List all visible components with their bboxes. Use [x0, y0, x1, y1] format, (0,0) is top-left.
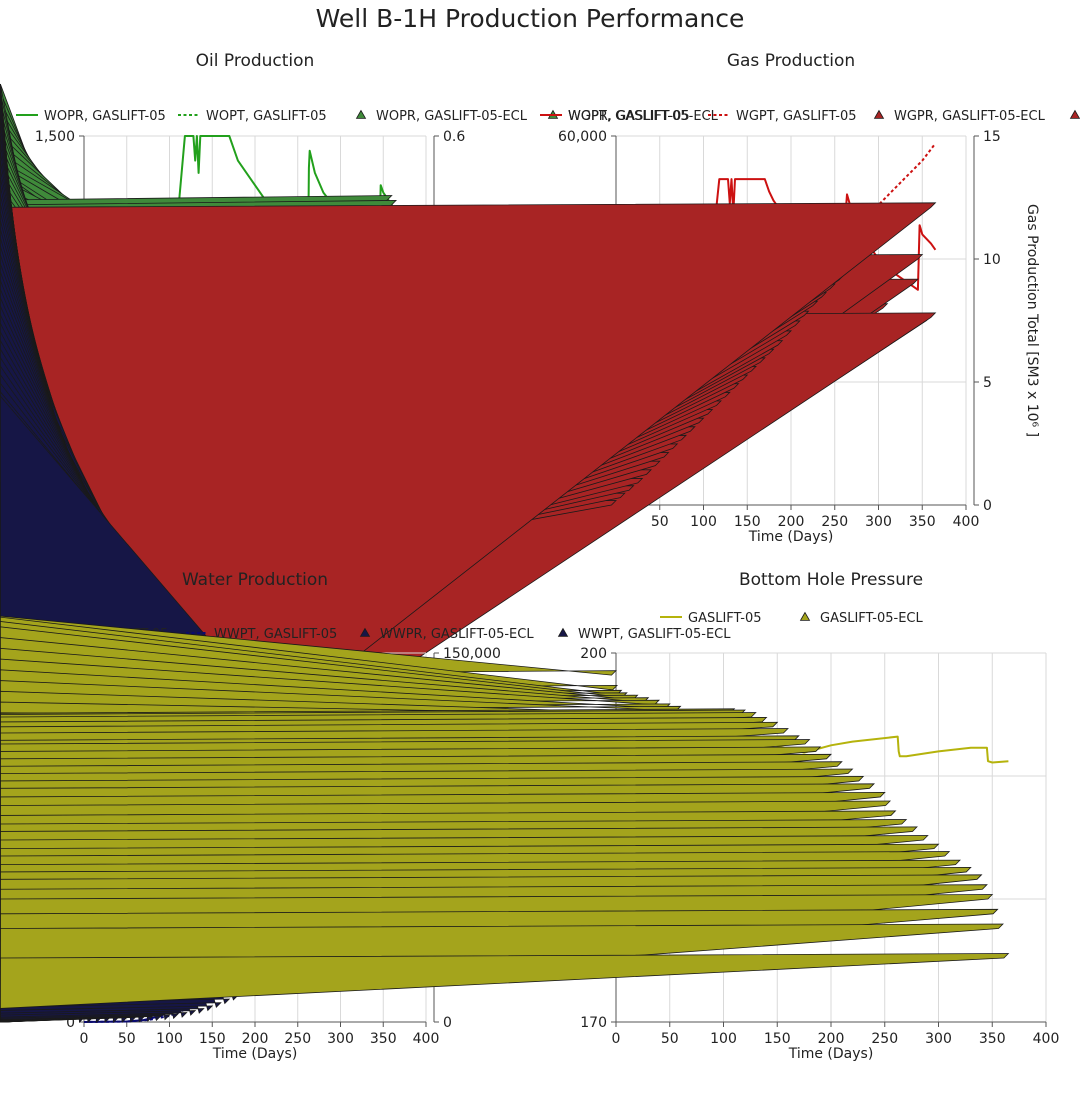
- figure-title: Well B-1H Production Performance: [316, 4, 745, 33]
- legend-entry: WGPT, GASLIFT-05: [708, 109, 857, 124]
- legend-label: GASLIFT-05: [688, 611, 762, 626]
- legend-label: WGPR, GASLIFT-05: [568, 109, 690, 124]
- legend-entry: GASLIFT-05: [660, 611, 762, 626]
- x-tick-label: 50: [118, 1031, 136, 1047]
- data-point: [0, 953, 1010, 1009]
- legend-marker: [557, 627, 569, 637]
- x-tick-label: 350: [370, 1031, 397, 1047]
- legend-marker: [355, 109, 367, 119]
- legend-label: WWPT, GASLIFT-05-ECL: [578, 627, 731, 642]
- y-tick-label: 200: [580, 646, 607, 662]
- y2-tick-label: 0.6: [443, 129, 465, 145]
- x-tick-label: 100: [690, 514, 717, 530]
- y2-tick-label: 5: [983, 375, 992, 391]
- x-tick-label: 200: [818, 1031, 845, 1047]
- x-tick-label: 50: [651, 514, 669, 530]
- x-tick-label: 400: [1033, 1031, 1060, 1047]
- x-tick-label: 100: [710, 1031, 737, 1047]
- legend-label: WOPT, GASLIFT-05-ECL: [568, 109, 719, 124]
- x-tick-label: 200: [778, 514, 805, 530]
- y2-tick-label: 0: [443, 1015, 452, 1031]
- legend-marker: [873, 109, 885, 119]
- legend-label: WOPR, GASLIFT-05-ECL: [376, 109, 528, 124]
- x-tick-label: 300: [865, 514, 892, 530]
- legend-label: WOPT, GASLIFT-05: [206, 109, 327, 124]
- y2-tick-label: 15: [983, 129, 1001, 145]
- legend-entry: WOPT, GASLIFT-05: [178, 109, 327, 124]
- x-tick-label: 350: [909, 514, 936, 530]
- legend-entry: WGPT, GASLIFT-05-ECL: [1069, 109, 1080, 119]
- x-axis-label: Time (Days): [212, 1046, 298, 1062]
- y2-tick-label: 0: [983, 498, 992, 514]
- legend-marker: [359, 627, 371, 637]
- legend-label: WGPT, GASLIFT-05: [736, 109, 857, 124]
- x-tick-label: 300: [327, 1031, 354, 1047]
- legend-label: WOPR, GASLIFT-05: [44, 109, 166, 124]
- x-tick-label: 200: [242, 1031, 269, 1047]
- x-tick-label: 0: [612, 1031, 621, 1047]
- x-tick-label: 50: [661, 1031, 679, 1047]
- y-tick-label: 0: [66, 1015, 75, 1031]
- chart-title: Gas Production: [727, 51, 855, 71]
- y2-tick-label: 10: [983, 252, 1001, 268]
- legend-label: WGPR, GASLIFT-05-ECL: [894, 109, 1046, 124]
- legend-entry: GASLIFT-05-ECL: [799, 611, 924, 626]
- x-tick-label: 150: [734, 514, 761, 530]
- x-tick-label: 250: [871, 1031, 898, 1047]
- legend-marker: [799, 611, 811, 621]
- legend-label: GASLIFT-05-ECL: [820, 611, 924, 626]
- x-tick-label: 0: [80, 1031, 89, 1047]
- y2-axis-label: Gas Production Total [SM3 x 10⁶ ]: [1024, 204, 1040, 437]
- legend-entry: WGPR, GASLIFT-05-ECL: [873, 109, 1046, 124]
- x-tick-label: 250: [821, 514, 848, 530]
- chart-title: Water Production: [182, 570, 328, 590]
- chart-title: Oil Production: [196, 51, 315, 71]
- y-tick-label: 60,000: [558, 129, 607, 145]
- legend-label: WWPR, GASLIFT-05-ECL: [380, 627, 534, 642]
- bottom-hole-pressure-chart: Bottom Hole Pressure 0 50 100 150 200 250 300 35…: [0, 570, 1059, 1062]
- chart-title: Bottom Hole Pressure: [739, 570, 923, 590]
- series-gaslift-05-ecl-markers: [0, 615, 1010, 1009]
- y2-tick-label: 150,000: [443, 646, 501, 662]
- legend-entry: WOPR, GASLIFT-05: [16, 109, 166, 124]
- x-tick-label: 100: [156, 1031, 183, 1047]
- y-tick-label: 170: [580, 1015, 607, 1031]
- x-tick-label: 400: [413, 1031, 440, 1047]
- x-tick-label: 250: [284, 1031, 311, 1047]
- x-axis-label: Time (Days): [748, 529, 834, 545]
- x-tick-label: 350: [979, 1031, 1006, 1047]
- legend-entry: WOPR, GASLIFT-05-ECL: [355, 109, 528, 124]
- legend-marker: [1069, 109, 1080, 119]
- legend-entry: WWPT, GASLIFT-05-ECL: [557, 627, 731, 642]
- legend-entry: WGPR, GASLIFT-05: [540, 109, 690, 124]
- x-axis-label: Time (Days): [788, 1046, 874, 1062]
- x-tick-label: 300: [925, 1031, 952, 1047]
- series-wgpt-gaslift-05-ecl-markers: [0, 202, 937, 937]
- legend-entry: WWPT, GASLIFT-05: [186, 627, 337, 642]
- x-tick-label: 150: [764, 1031, 791, 1047]
- x-tick-label: 400: [953, 514, 980, 530]
- legend-entry: WWPR, GASLIFT-05-ECL: [359, 627, 534, 642]
- y-tick-label: 1,500: [35, 129, 75, 145]
- x-tick-label: 150: [199, 1031, 226, 1047]
- gas-production-chart: Gas Production05010015020025030035040002…: [0, 51, 1080, 937]
- legend-label: WWPT, GASLIFT-05: [214, 627, 337, 642]
